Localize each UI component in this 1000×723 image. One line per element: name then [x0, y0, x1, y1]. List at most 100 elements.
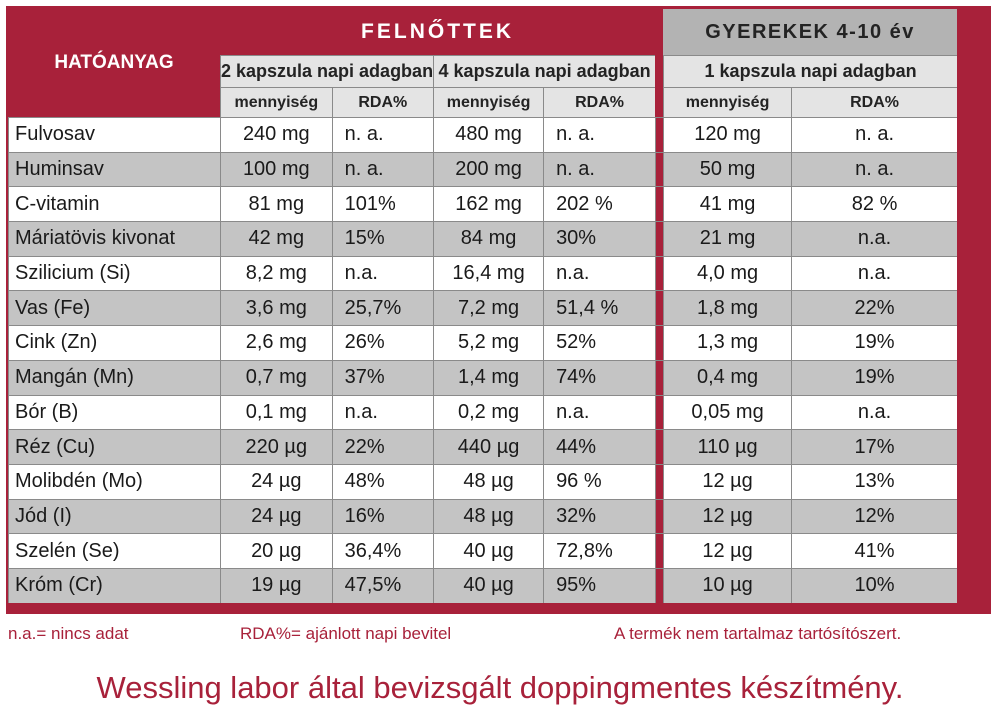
rda-4-capsules: 95%	[543, 567, 656, 603]
amount-4-capsules: 48 µg	[433, 463, 544, 499]
group-divider	[655, 359, 664, 395]
rda-4-capsules: 202 %	[543, 186, 656, 222]
amount-child: 12 µg	[663, 498, 792, 534]
rda-4-capsules: 72,8%	[543, 533, 656, 568]
amount-2-capsules: 8,2 mg	[220, 255, 332, 291]
amount-2-capsules: 100 mg	[220, 151, 332, 187]
rda-2-capsules: 16%	[331, 498, 434, 534]
amount-4-capsules: 84 mg	[433, 221, 544, 256]
col-amount-2: mennyiség	[220, 87, 332, 117]
amount-2-capsules: 81 mg	[220, 186, 332, 222]
group-divider	[655, 567, 664, 603]
col-amount-child: mennyiség	[663, 87, 792, 117]
group-divider	[655, 429, 664, 464]
group-divider	[655, 290, 664, 326]
amount-child: 120 mg	[663, 117, 792, 152]
group-divider	[655, 186, 664, 222]
rda-2-capsules: n. a.	[331, 151, 434, 187]
amount-4-capsules: 480 mg	[433, 117, 544, 152]
amount-2-capsules: 24 µg	[220, 463, 332, 499]
amount-child: 12 µg	[663, 533, 792, 568]
table-row: C-vitamin 81 mg 101% 162 mg 202 % 41 mg 82 %	[8, 186, 958, 222]
amount-4-capsules: 1,4 mg	[433, 359, 544, 395]
children-header: GYEREKEK 4-10 év	[663, 9, 958, 55]
amount-child: 1,3 mg	[663, 325, 792, 360]
rda-child: 17%	[791, 429, 958, 464]
rda-child: n.a.	[791, 221, 958, 256]
amount-2-capsules: 42 mg	[220, 221, 332, 256]
table-row: Huminsav 100 mg n. a. 200 mg n. a. 50 mg n. a.	[8, 151, 958, 187]
ingredient-name: Cink (Zn)	[8, 325, 220, 360]
table-row: Máriatövis kivonat 42 mg 15% 84 mg 30% 21 mg n…	[8, 221, 958, 256]
rda-2-capsules: 101%	[331, 186, 434, 222]
rda-4-capsules: n.a.	[543, 255, 656, 291]
ingredient-name: Réz (Cu)	[8, 429, 220, 464]
amount-child: 10 µg	[663, 567, 792, 603]
rda-2-capsules: 26%	[331, 325, 434, 360]
table-row: Bór (B) 0,1 mg n.a. 0,2 mg n.a. 0,05 mg n.a.	[8, 394, 958, 430]
ingredient-name: Mangán (Mn)	[8, 359, 220, 395]
amount-4-capsules: 0,2 mg	[433, 394, 544, 430]
amount-4-capsules: 200 mg	[433, 151, 544, 187]
table-row: Molibdén (Mo) 24 µg 48% 48 µg 96 % 12 µg 13%	[8, 463, 958, 499]
amount-child: 50 mg	[663, 151, 792, 187]
ingredient-name: Fulvosav	[8, 117, 220, 152]
rda-2-capsules: 48%	[331, 463, 434, 499]
amount-2-capsules: 3,6 mg	[220, 290, 332, 326]
rda-child: 10%	[791, 567, 958, 603]
group-divider	[655, 394, 664, 430]
amount-2-capsules: 24 µg	[220, 498, 332, 534]
rda-child: 22%	[791, 290, 958, 326]
ingredient-header: HATÓANYAG	[8, 9, 220, 117]
amount-2-capsules: 0,7 mg	[220, 359, 332, 395]
group-divider	[655, 325, 664, 360]
col-rda-child: RDA%	[791, 87, 958, 117]
ingredient-name: Szelén (Se)	[8, 533, 220, 568]
rda-child: 12%	[791, 498, 958, 534]
rda-4-capsules: 30%	[543, 221, 656, 256]
rda-2-capsules: n.a.	[331, 255, 434, 291]
rda-child: n.a.	[791, 255, 958, 291]
ingredient-name: Króm (Cr)	[8, 567, 220, 603]
table-row: Mangán (Mn) 0,7 mg 37% 1,4 mg 74% 0,4 mg 19%	[8, 359, 958, 395]
group-divider	[655, 533, 664, 568]
amount-2-capsules: 2,6 mg	[220, 325, 332, 360]
amount-4-capsules: 40 µg	[433, 533, 544, 568]
ingredient-name: Molibdén (Mo)	[8, 463, 220, 499]
rda-4-capsules: 44%	[543, 429, 656, 464]
legend-na: n.a.= nincs adat	[8, 624, 129, 643]
rda-4-capsules: n.a.	[543, 394, 656, 430]
group-divider	[655, 117, 664, 152]
table-row: Króm (Cr) 19 µg 47,5% 40 µg 95% 10 µg 10%	[8, 567, 958, 603]
rda-2-capsules: 37%	[331, 359, 434, 395]
adults-header: FELNŐTTEK	[220, 9, 656, 55]
rda-2-capsules: 36,4%	[331, 533, 434, 568]
col-rda-2: RDA%	[331, 87, 434, 117]
amount-2-capsules: 0,1 mg	[220, 394, 332, 430]
amount-4-capsules: 48 µg	[433, 498, 544, 534]
amount-4-capsules: 440 µg	[433, 429, 544, 464]
col-amount-4: mennyiség	[433, 87, 544, 117]
rda-child: 13%	[791, 463, 958, 499]
group-divider	[655, 151, 664, 187]
rda-4-capsules: 74%	[543, 359, 656, 395]
amount-4-capsules: 7,2 mg	[433, 290, 544, 326]
amount-2-capsules: 19 µg	[220, 567, 332, 603]
amount-4-capsules: 5,2 mg	[433, 325, 544, 360]
amount-2-capsules: 240 mg	[220, 117, 332, 152]
ingredient-name: C-vitamin	[8, 186, 220, 222]
group-divider	[655, 463, 664, 499]
amount-child: 41 mg	[663, 186, 792, 222]
amount-4-capsules: 16,4 mg	[433, 255, 544, 291]
adults-dose-2-header: 2 kapszula napi adagban	[220, 55, 434, 87]
rda-2-capsules: 15%	[331, 221, 434, 256]
ingredients-table: HATÓANYAG FELNŐTTEK GYEREKEK 4-10 év 2 k…	[8, 9, 958, 603]
rda-2-capsules: n. a.	[331, 117, 434, 152]
children-dose-1-header: 1 kapszula napi adagban	[663, 55, 958, 87]
table-row: Fulvosav 240 mg n. a. 480 mg n. a. 120 mg n. a…	[8, 117, 958, 152]
ingredient-name: Szilicium (Si)	[8, 255, 220, 291]
amount-child: 21 mg	[663, 221, 792, 256]
group-divider	[655, 9, 664, 117]
table-row: Cink (Zn) 2,6 mg 26% 5,2 mg 52% 1,3 mg 19%	[8, 325, 958, 360]
amount-2-capsules: 20 µg	[220, 533, 332, 568]
